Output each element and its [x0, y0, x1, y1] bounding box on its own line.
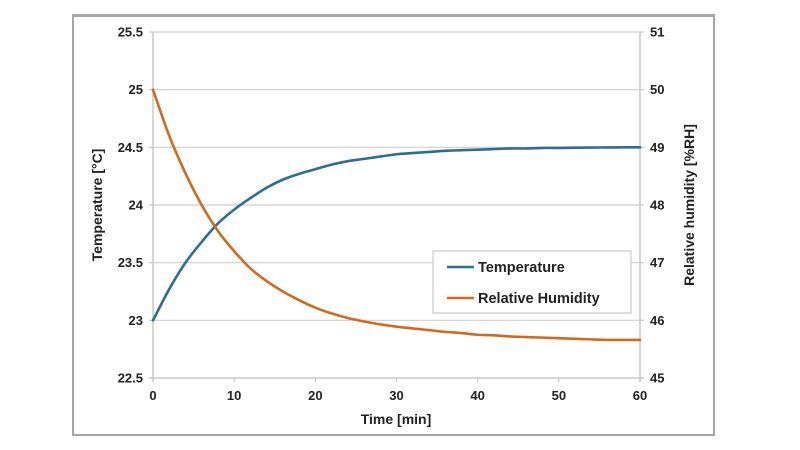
y-tick-label-right: 49 [650, 140, 664, 155]
y-tick-label-left: 23 [129, 313, 143, 328]
series-lines [151, 88, 642, 342]
y-tick-label-right: 51 [650, 25, 664, 40]
tick-labels: 22.5 23 23.5 24 24.5 25 25.5 45 46 47 48 49 50 51 0 10 2… [118, 25, 665, 404]
y-tick-label-right: 46 [650, 313, 664, 328]
y-tick-label-right: 50 [650, 82, 664, 97]
y-axis-right-title: Relative humidity [%RH] [681, 124, 697, 286]
x-tick-label: 20 [308, 388, 322, 403]
x-tick-label: 60 [633, 388, 647, 403]
series-line-relative-humidity [151, 88, 642, 342]
x-tick-label: 10 [227, 388, 241, 403]
x-tick-label: 40 [470, 388, 484, 403]
y-tick-label-left: 24 [129, 198, 144, 213]
legend-box [432, 250, 632, 314]
x-axis-title: Time [min] [361, 411, 432, 427]
axes [149, 32, 644, 382]
y-tick-label-left: 25.5 [118, 25, 143, 40]
x-tick-label: 50 [552, 388, 566, 403]
x-tick-label: 0 [149, 388, 156, 403]
y-tick-label-left: 22.5 [118, 371, 143, 386]
y-tick-label-right: 47 [650, 255, 664, 270]
y-tick-label-left: 24.5 [118, 140, 143, 155]
legend-label-temperature: Temperature [478, 260, 565, 276]
y-axis-left-title: Temperature [°C] [89, 149, 105, 262]
y-tick-label-right: 45 [650, 371, 664, 386]
y-tick-label-left: 23.5 [118, 255, 143, 270]
y-tick-label-right: 48 [650, 198, 664, 213]
legend: Temperature Relative Humidity [432, 250, 632, 314]
legend-label-relative-humidity: Relative Humidity [478, 291, 600, 307]
y-tick-label-left: 25 [129, 82, 143, 97]
x-tick-label: 30 [389, 388, 403, 403]
series-line-temperature [151, 146, 642, 322]
chart-frame [72, 14, 715, 436]
